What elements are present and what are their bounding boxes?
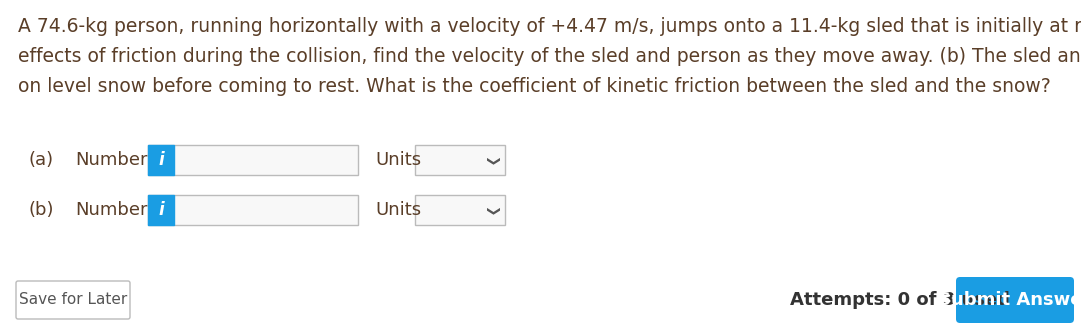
Text: i: i <box>158 201 164 219</box>
Text: (b): (b) <box>28 201 53 219</box>
Text: ❯: ❯ <box>484 156 497 166</box>
Text: Units: Units <box>375 151 422 169</box>
Text: Number: Number <box>75 201 147 219</box>
Text: Save for Later: Save for Later <box>18 292 128 307</box>
FancyBboxPatch shape <box>16 281 130 319</box>
Text: i: i <box>158 151 164 169</box>
Text: A 74.6-kg person, running horizontally with a velocity of +4.47 m/s, jumps onto : A 74.6-kg person, running horizontally w… <box>18 17 1081 36</box>
FancyBboxPatch shape <box>956 277 1075 323</box>
Text: Units: Units <box>375 201 422 219</box>
Text: Attempts: 0 of 3 used: Attempts: 0 of 3 used <box>790 291 1010 309</box>
Text: effects of friction during the collision, find the velocity of the sled and pers: effects of friction during the collision… <box>18 47 1081 66</box>
Text: (a): (a) <box>28 151 53 169</box>
FancyBboxPatch shape <box>415 195 505 225</box>
Text: ❯: ❯ <box>484 206 497 216</box>
Text: Submit Answer: Submit Answer <box>938 291 1081 309</box>
FancyBboxPatch shape <box>148 195 174 225</box>
Text: Number: Number <box>75 151 147 169</box>
FancyBboxPatch shape <box>148 145 358 175</box>
Text: on level snow before coming to rest. What is the coefficient of kinetic friction: on level snow before coming to rest. Wha… <box>18 77 1051 96</box>
FancyBboxPatch shape <box>415 145 505 175</box>
FancyBboxPatch shape <box>148 145 174 175</box>
FancyBboxPatch shape <box>148 195 358 225</box>
